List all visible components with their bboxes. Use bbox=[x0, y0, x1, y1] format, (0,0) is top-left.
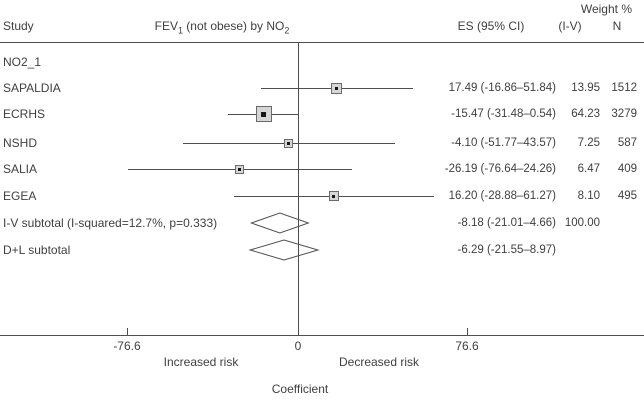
study-row-label: ECRHS bbox=[3, 107, 46, 121]
x-axis-tick-left bbox=[127, 328, 128, 335]
x-tick-label-right: 76.6 bbox=[455, 339, 479, 353]
weight-value: 13.95 bbox=[571, 82, 600, 94]
effect-marker bbox=[255, 106, 272, 122]
subtotal-label: D+L subtotal bbox=[3, 243, 71, 257]
study-row-label: SALIA bbox=[3, 162, 38, 176]
x-axis-tick-right bbox=[467, 328, 468, 335]
x-tick-label-left: -76.6 bbox=[113, 339, 141, 353]
es-value: -4.10 (-51.77–43.57) bbox=[451, 137, 556, 149]
plot-title-sub1: 1 bbox=[177, 25, 183, 36]
es-value: -6.29 (-21.55–8.97) bbox=[457, 244, 556, 256]
decreased-risk-label: Decreased risk bbox=[338, 355, 420, 369]
column-header-weight-pct: Weight % bbox=[580, 2, 632, 16]
es-value: -8.18 (-21.01–4.66) bbox=[457, 217, 556, 229]
marker-center-dot bbox=[287, 141, 291, 145]
effect-marker bbox=[328, 191, 339, 201]
subtotal-diamond bbox=[249, 212, 310, 234]
weight-value: 8.10 bbox=[577, 190, 600, 202]
n-value: 3279 bbox=[611, 108, 637, 120]
weight-value: 6.47 bbox=[577, 163, 600, 175]
weight-value: 7.25 bbox=[577, 137, 600, 149]
marker-center-dot bbox=[332, 194, 336, 198]
effect-marker bbox=[284, 138, 294, 148]
es-value: 16.20 (-28.88–61.27) bbox=[448, 190, 556, 202]
column-header-weight-iv: (I-V) bbox=[558, 19, 582, 33]
marker-center-dot bbox=[335, 86, 339, 90]
weight-value: 100.00 bbox=[564, 217, 600, 229]
plot-title-text2: (not obese) by NO bbox=[182, 19, 285, 33]
effect-marker bbox=[331, 82, 343, 94]
es-value: -26.19 (-76.64–24.26) bbox=[444, 163, 556, 175]
study-row-label: EGEA bbox=[3, 189, 37, 203]
x-axis-tick-center bbox=[298, 328, 299, 335]
weight-value: 64.23 bbox=[571, 108, 600, 120]
n-value: 1512 bbox=[611, 82, 637, 94]
n-value: 409 bbox=[617, 163, 637, 175]
es-value: 17.49 (-16.86–51.84) bbox=[448, 82, 556, 94]
header-separator-line bbox=[0, 42, 644, 43]
n-value: 495 bbox=[617, 190, 637, 202]
es-value: -15.47 (-31.48–0.54) bbox=[451, 108, 556, 120]
marker-center-dot bbox=[261, 111, 267, 117]
x-axis-title: Coefficient bbox=[271, 382, 329, 396]
subtotal-label: I-V subtotal (I-squared=12.7%, p=0.333) bbox=[3, 216, 218, 230]
column-header-study: Study bbox=[3, 19, 34, 33]
plot-title: FEV1 (not obese) by NO2 bbox=[117, 19, 327, 36]
plot-title-text: FEV bbox=[154, 19, 178, 33]
group-label: NO2_1 bbox=[3, 55, 42, 69]
column-header-n: N bbox=[612, 19, 622, 33]
increased-risk-label: Increased risk bbox=[163, 355, 239, 369]
x-tick-label-center: 0 bbox=[294, 339, 302, 353]
n-value: 587 bbox=[617, 137, 637, 149]
zero-reference-line bbox=[298, 42, 299, 335]
plot-title-sub2: 2 bbox=[284, 25, 290, 36]
x-axis-line bbox=[0, 335, 644, 336]
subtotal-diamond bbox=[248, 239, 320, 261]
marker-center-dot bbox=[238, 167, 242, 171]
column-header-es-ci: ES (95% CI) bbox=[457, 19, 525, 33]
study-row-label: SAPALDIA bbox=[3, 81, 61, 95]
study-row-label: NSHD bbox=[3, 136, 38, 150]
effect-marker bbox=[235, 164, 245, 174]
